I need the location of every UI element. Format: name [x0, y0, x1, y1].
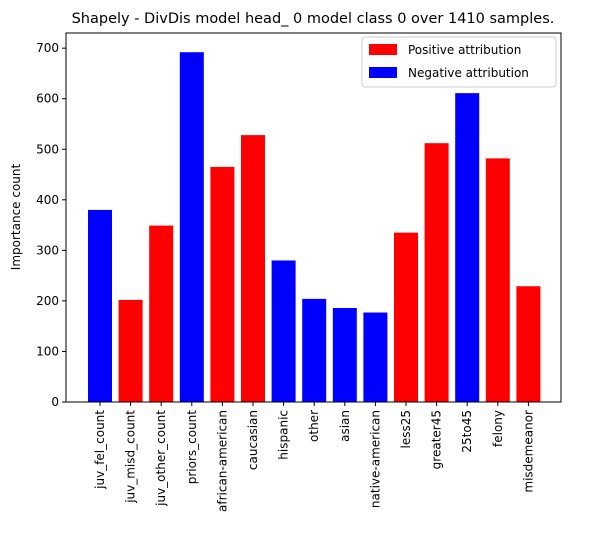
y-tick-label: 600: [36, 92, 59, 106]
x-tick-label: caucasian: [246, 410, 260, 470]
chart-title: Shapely - DivDis model head_ 0 model cla…: [72, 11, 555, 27]
bar-asian: [332, 307, 357, 402]
y-tick-label: 300: [36, 243, 59, 257]
x-tick-label: 25to45: [460, 410, 474, 453]
bar-greater45: [424, 143, 449, 402]
bar-juv_other_count: [149, 225, 174, 402]
y-tick-label: 700: [36, 41, 59, 55]
bars-group: [88, 52, 541, 403]
x-tick-label: native-american: [368, 410, 382, 508]
x-tick-label: greater45: [430, 410, 444, 469]
x-axis: juv_fel_count juv_misd_count juv_other_cou…: [93, 402, 535, 512]
x-tick-label: less25: [399, 410, 413, 449]
x-tick-label: misdemeanor: [521, 410, 535, 493]
y-axis-label: Importance count: [9, 163, 23, 270]
bar-less25: [394, 232, 418, 402]
y-tick-label: 500: [36, 142, 59, 156]
legend-swatch-negative: [369, 67, 397, 78]
x-tick-label: other: [307, 410, 321, 442]
bar-juv_fel_count: [88, 209, 112, 402]
bar-25to45: [455, 93, 480, 403]
y-tick-label: 0: [51, 395, 59, 409]
bar-priors_count: [179, 52, 204, 402]
x-tick-label: juv_other_count: [154, 410, 168, 507]
legend-label-positive: Positive attribution: [408, 43, 521, 57]
bar-other: [302, 298, 327, 402]
bar-caucasian: [241, 135, 265, 402]
bar-hispanic: [271, 260, 296, 402]
legend-label-negative: Negative attribution: [408, 66, 529, 80]
x-tick-label: priors_count: [185, 410, 199, 485]
x-tick-label: african-american: [215, 410, 229, 512]
x-tick-label: juv_fel_count: [93, 410, 107, 490]
y-tick-label: 100: [36, 344, 59, 358]
x-tick-label: juv_misd_count: [124, 410, 138, 504]
bar-felony: [485, 158, 510, 402]
x-tick-label: felony: [491, 410, 505, 447]
y-tick-label: 200: [36, 294, 59, 308]
plot-frame: [65, 32, 562, 403]
bar-native-american: [363, 312, 388, 402]
y-tick-label: 400: [36, 193, 59, 207]
bar-misdemeanor: [516, 286, 541, 402]
legend: Positive attribution Negative attributio…: [361, 36, 557, 88]
bar-african-american: [210, 166, 235, 402]
legend-swatch-positive: [369, 44, 397, 55]
legend-box: [361, 36, 557, 88]
y-axis: 0 100 200 300 400 500 600 700: [36, 41, 66, 409]
bar-juv_misd_count: [118, 299, 143, 402]
x-tick-label: hispanic: [277, 410, 291, 460]
x-tick-label: asian: [338, 410, 352, 442]
